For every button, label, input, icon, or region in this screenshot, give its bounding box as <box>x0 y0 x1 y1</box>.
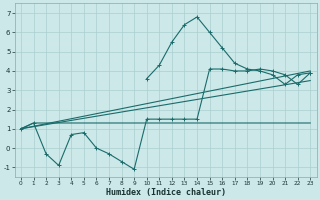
X-axis label: Humidex (Indice chaleur): Humidex (Indice chaleur) <box>106 188 226 197</box>
